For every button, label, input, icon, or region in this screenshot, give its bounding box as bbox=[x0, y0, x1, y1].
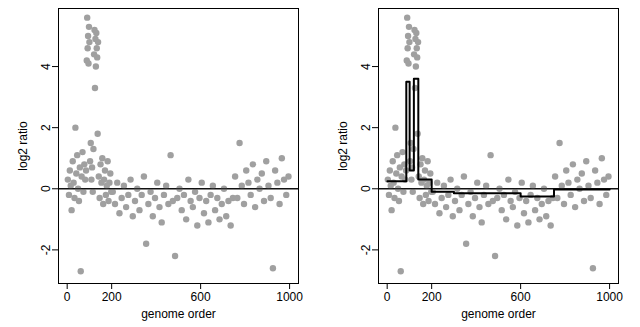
svg-text:-2: -2 bbox=[359, 244, 373, 255]
svg-text:200: 200 bbox=[422, 290, 442, 304]
svg-text:-2: -2 bbox=[39, 244, 53, 255]
svg-text:genome order: genome order bbox=[461, 307, 536, 321]
svg-text:log2 ratio: log2 ratio bbox=[16, 121, 30, 171]
svg-text:0: 0 bbox=[359, 185, 373, 192]
svg-text:0: 0 bbox=[64, 290, 71, 304]
svg-text:1000: 1000 bbox=[596, 290, 623, 304]
svg-text:0: 0 bbox=[384, 290, 391, 304]
svg-text:600: 600 bbox=[511, 290, 531, 304]
svg-text:200: 200 bbox=[102, 290, 122, 304]
svg-text:600: 600 bbox=[191, 290, 211, 304]
svg-text:genome order: genome order bbox=[141, 307, 216, 321]
svg-text:4: 4 bbox=[359, 63, 373, 70]
svg-text:4: 4 bbox=[39, 63, 53, 70]
svg-text:2: 2 bbox=[359, 124, 373, 131]
svg-text:1000: 1000 bbox=[276, 290, 303, 304]
svg-text:2: 2 bbox=[39, 124, 53, 131]
svg-text:0: 0 bbox=[39, 185, 53, 192]
svg-text:log2 ratio: log2 ratio bbox=[336, 121, 350, 171]
